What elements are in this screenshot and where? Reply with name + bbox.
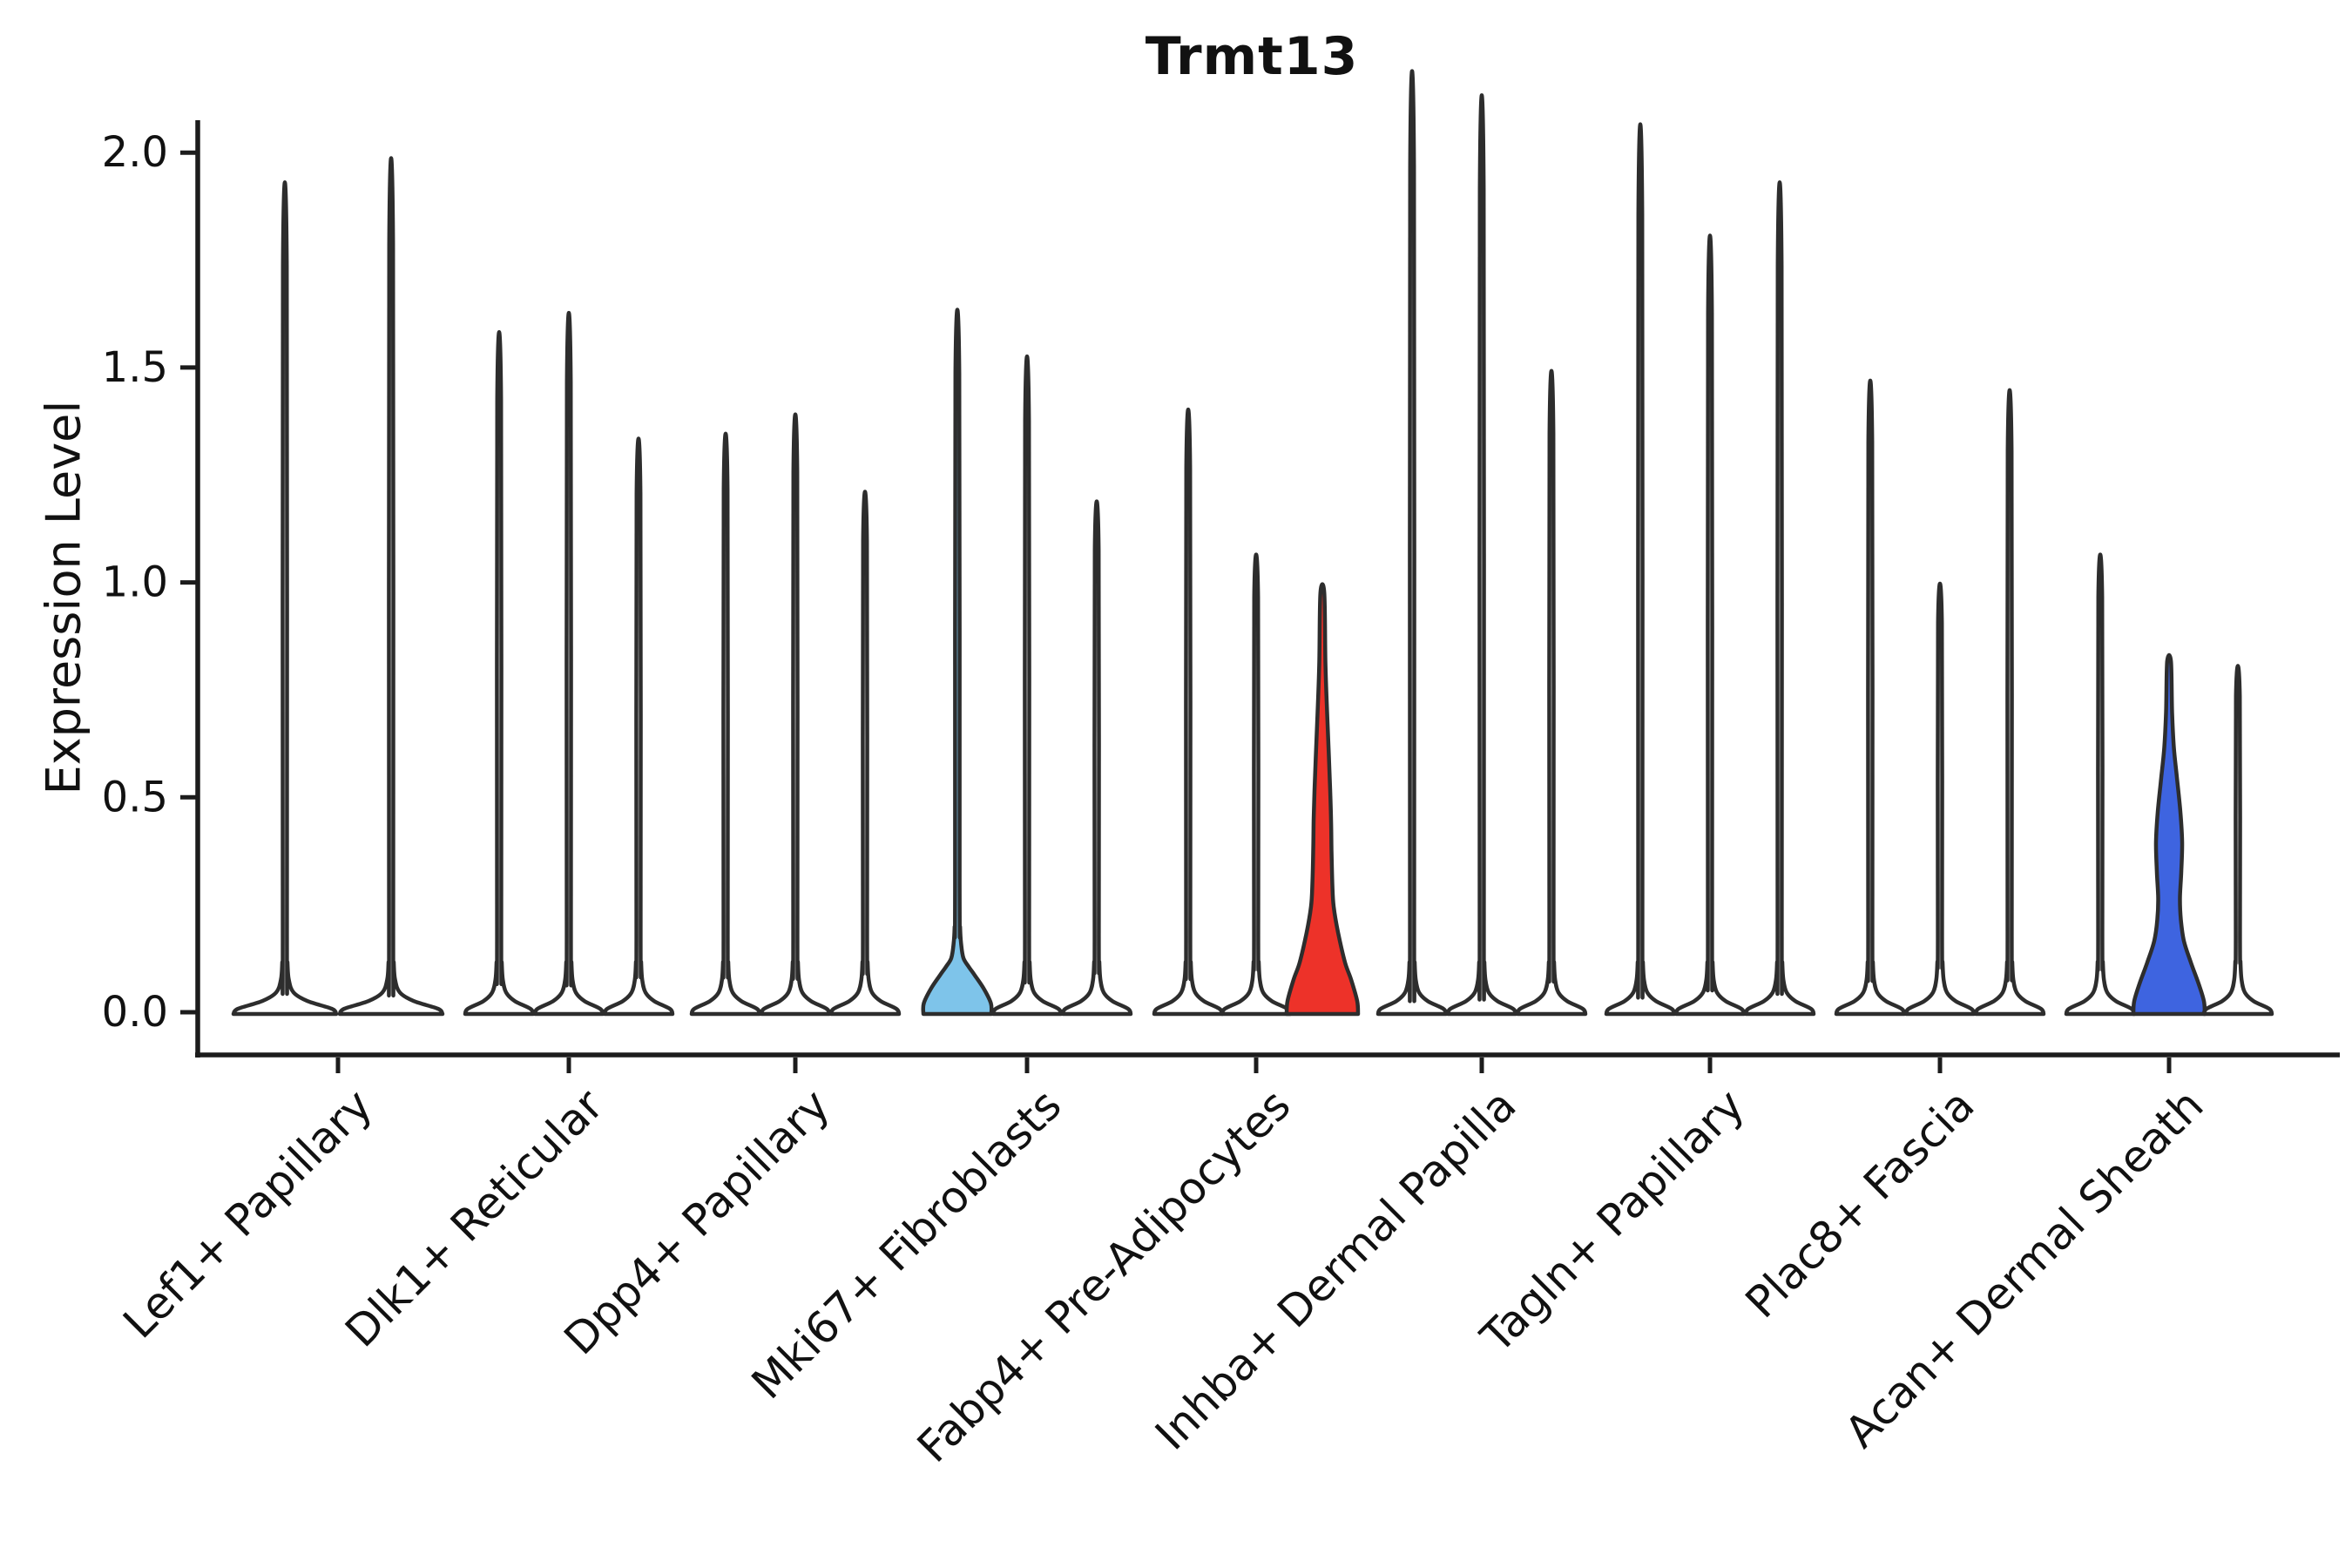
violin-group9-v2: [2131, 652, 2207, 1017]
violin-group8-v2: [1903, 581, 1977, 1017]
chart-title: Trmt13: [1145, 26, 1359, 87]
violin-group7-v1: [1604, 122, 1677, 1017]
x-tick-label-5: Fabp4+ Pre-Adipocytes: [908, 1079, 1301, 1472]
violin-group4-v1: [921, 308, 994, 1017]
violin-group9-v1: [2064, 552, 2137, 1017]
y-tick-label: 1.0: [102, 558, 168, 607]
violin-group4-v3: [1060, 499, 1133, 1017]
violin-group2-v3: [602, 436, 675, 1017]
y-tick-label: 0.5: [102, 773, 168, 821]
violin-group2-v2: [532, 311, 605, 1017]
violin-group7-v3: [1743, 180, 1816, 1017]
violin-group3-v3: [828, 490, 902, 1017]
violin-group7-v2: [1673, 233, 1747, 1017]
x-tick-label-1: Lef1+ Papillary: [113, 1079, 382, 1348]
violin-group3-v2: [759, 412, 832, 1017]
violin-group8-v1: [1834, 378, 1907, 1017]
violin-group4-v2: [990, 355, 1064, 1017]
violin-group8-v3: [1973, 388, 2046, 1017]
violin-group6-v3: [1515, 368, 1588, 1017]
violin-group3-v1: [689, 431, 762, 1017]
x-tick-label-8: Plac8+ Fascia: [1736, 1079, 1984, 1328]
violin-group5-v1: [1152, 407, 1225, 1017]
violin-group6-v2: [1445, 93, 1518, 1017]
violin-group5-v2: [1220, 552, 1293, 1017]
violin-group1-v1: [231, 180, 339, 1017]
y-axis-label: Expression Level: [36, 400, 91, 795]
y-tick-label: 2.0: [102, 128, 168, 177]
violin-group5-v3: [1284, 582, 1361, 1017]
y-tick-label: 0.0: [102, 988, 168, 1037]
violin-group2-v1: [463, 330, 536, 1017]
violin-group1-v2: [337, 156, 445, 1017]
x-tick-label-6: Inhba+ Dermal Papilla: [1146, 1079, 1525, 1459]
violin-group6-v1: [1375, 69, 1449, 1017]
y-tick-label: 1.5: [102, 343, 168, 392]
violin-group9-v3: [2201, 664, 2274, 1017]
